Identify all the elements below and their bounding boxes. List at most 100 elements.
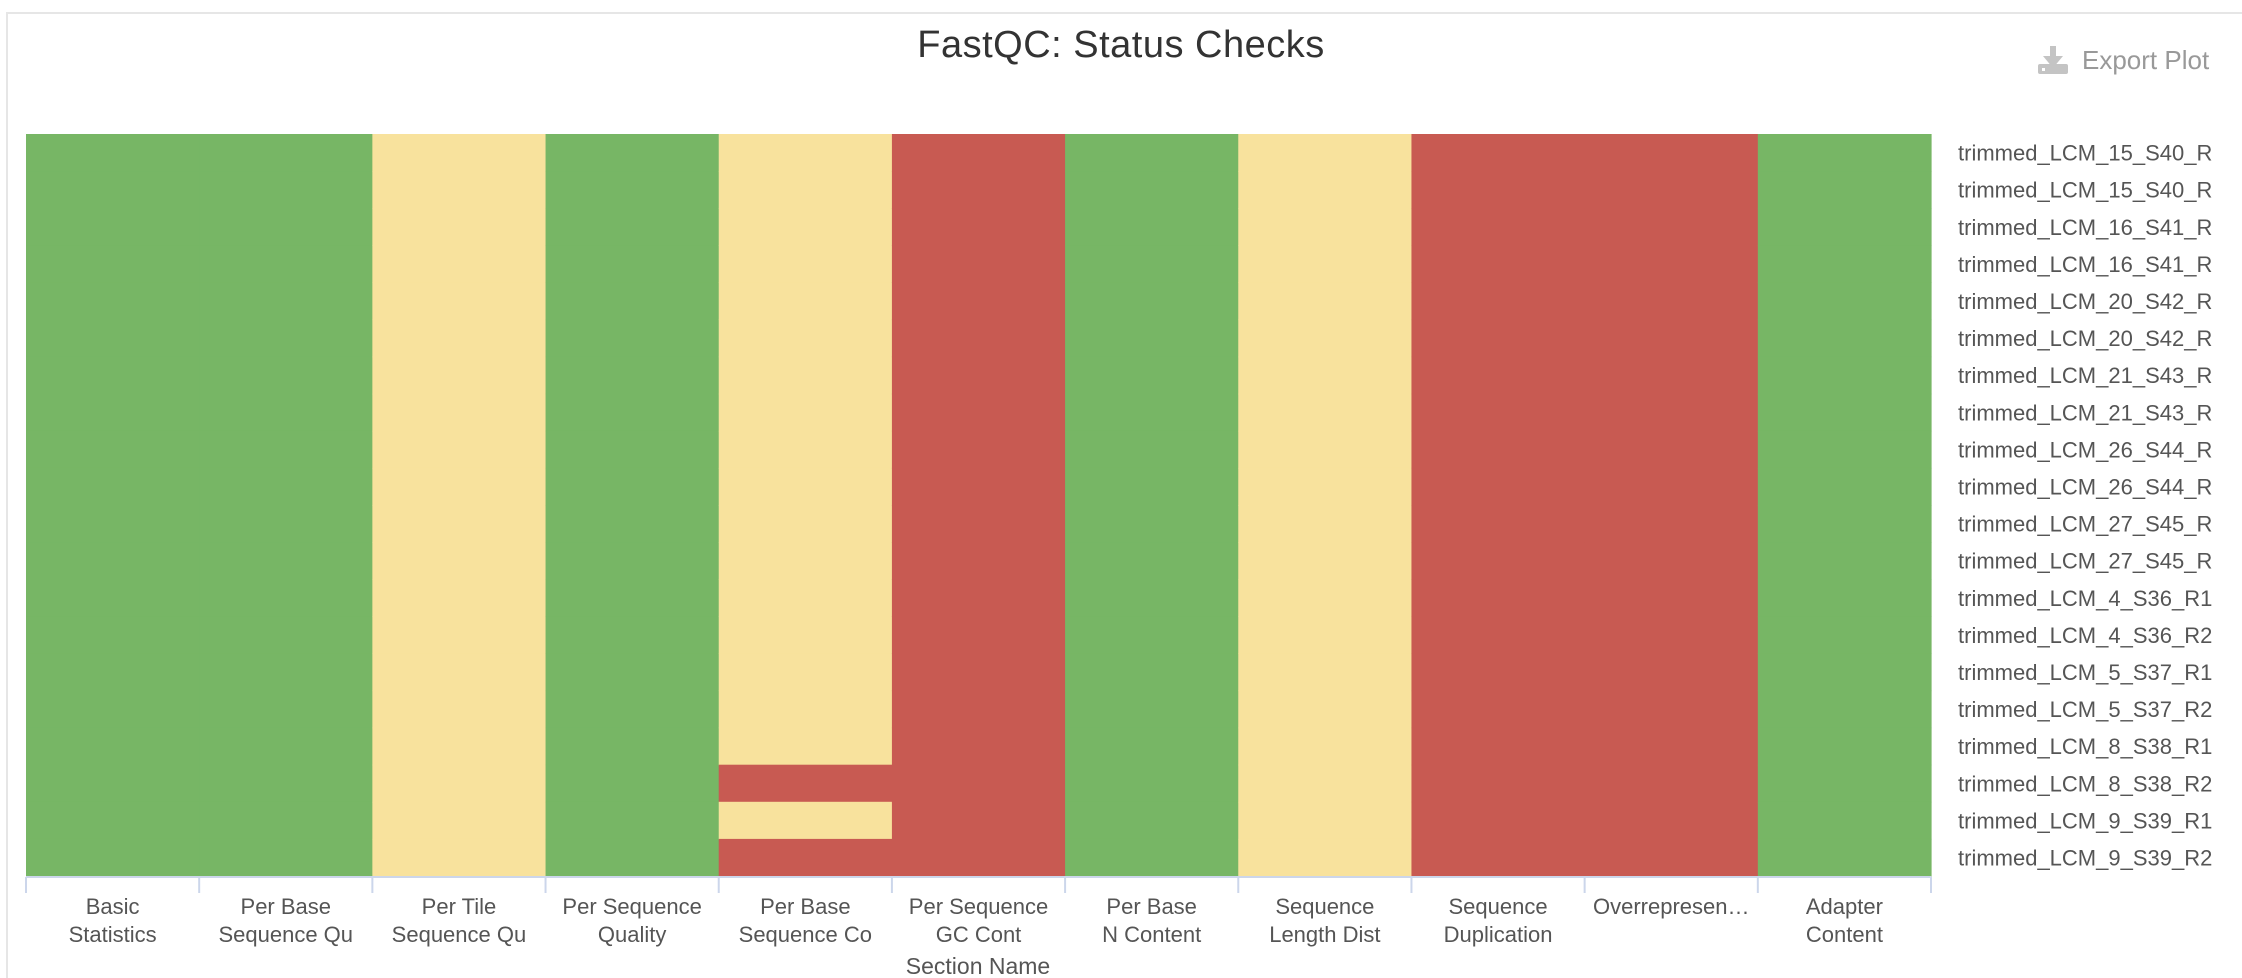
x-tick-label: Sequence Duplication	[1444, 894, 1553, 947]
heatmap-cell	[891, 542, 1066, 580]
heatmap-cell	[1757, 134, 1932, 172]
heatmap-cell	[1411, 505, 1586, 543]
heatmap-cell	[1238, 208, 1413, 246]
heatmap-cell	[545, 727, 720, 766]
heatmap-cell	[891, 245, 1066, 283]
heatmap-cell	[718, 356, 893, 395]
heatmap-cell	[372, 282, 547, 321]
heatmap-cell	[372, 393, 547, 432]
heatmap-cell	[1757, 467, 1932, 506]
heatmap-cell	[545, 542, 720, 580]
heatmap-cell	[1238, 430, 1413, 469]
heatmap-cell	[1584, 208, 1759, 246]
heatmap-cell	[1757, 690, 1932, 729]
heatmap-cell	[1757, 505, 1932, 543]
heatmap-cell	[1584, 542, 1759, 580]
heatmap-cell	[1411, 171, 1586, 209]
heatmap-cell	[1065, 208, 1239, 246]
heatmap-cell	[1238, 505, 1413, 543]
heatmap-cell	[1238, 134, 1413, 172]
heatmap-cell	[1238, 727, 1413, 766]
heatmap-cell	[1065, 801, 1239, 840]
heatmap-cell	[1065, 134, 1239, 172]
heatmap-cell	[199, 208, 373, 246]
heatmap-cell	[718, 319, 893, 358]
y-tick-label: trimmed_LCM_26_S44_R	[1958, 437, 2212, 462]
heatmap-cell	[372, 616, 547, 654]
heatmap-cell	[199, 282, 373, 321]
heatmap-cell	[1584, 690, 1759, 729]
heatmap-cell	[1411, 430, 1586, 469]
heatmap-cell	[1411, 208, 1586, 246]
y-tick-label: trimmed_LCM_21_S43_R	[1958, 363, 2212, 388]
heatmap-cell	[1065, 319, 1239, 358]
heatmap-cell	[891, 616, 1066, 654]
heatmap-cell	[1411, 319, 1586, 358]
export-plot-button[interactable]: Export Plot	[2036, 40, 2209, 80]
heatmap-cell	[545, 134, 720, 172]
heatmap-cell	[26, 430, 200, 469]
x-tick-label: Basic Statistics	[69, 894, 157, 947]
heatmap-cell	[1238, 245, 1413, 283]
heatmap-cell	[545, 356, 720, 395]
heatmap-cell	[1584, 616, 1759, 654]
y-tick-label: trimmed_LCM_9_S39_R1	[1958, 808, 2212, 833]
x-tick-label: Per Sequence GC Cont	[909, 894, 1048, 947]
heatmap-cell	[372, 319, 547, 358]
heatmap-cell	[372, 764, 547, 803]
heatmap-cell	[26, 171, 200, 209]
y-tick-label: trimmed_LCM_8_S38_R2	[1958, 771, 2212, 796]
heatmap-cell	[1411, 579, 1586, 617]
x-tick-label: Per Base Sequence Co	[739, 894, 872, 947]
heatmap-cell	[1065, 171, 1239, 209]
y-tick-label: trimmed_LCM_4_S36_R1	[1958, 586, 2212, 611]
heatmap-cell	[1238, 542, 1413, 580]
heatmap-cell	[545, 430, 720, 469]
heatmap-cell	[1411, 282, 1586, 321]
heatmap-cell	[545, 282, 720, 321]
heatmap-cell	[1238, 579, 1413, 617]
heatmap-cell	[1238, 616, 1413, 654]
download-icon	[2036, 44, 2070, 76]
heatmap-cell	[1065, 764, 1239, 803]
y-tick-label: trimmed_LCM_16_S41_R	[1958, 215, 2212, 240]
heatmap-cell	[1757, 764, 1932, 803]
heatmap-cell	[199, 838, 373, 877]
heatmap-cell	[26, 838, 200, 877]
heatmap-cell	[718, 653, 893, 692]
heatmap-cell	[199, 616, 373, 654]
heatmap-cell	[1584, 393, 1759, 432]
heatmap-cell	[1584, 319, 1759, 358]
heatmap-cell	[1757, 838, 1932, 877]
heatmap-cell	[891, 690, 1066, 729]
heatmap-cell	[199, 801, 373, 840]
heatmap-cell	[1065, 579, 1239, 617]
heatmap-cell	[545, 171, 720, 209]
heatmap-cell	[1238, 801, 1413, 840]
heatmap-cell	[1238, 282, 1413, 321]
heatmap-cell	[891, 430, 1066, 469]
heatmap-cell	[1757, 356, 1932, 395]
heatmap-cell	[545, 579, 720, 617]
heatmap-cell	[891, 467, 1066, 506]
heatmap-cell	[1238, 171, 1413, 209]
heatmap-cell	[1411, 690, 1586, 729]
heatmap-cell	[1584, 282, 1759, 321]
y-tick-label: trimmed_LCM_27_S45_R	[1958, 549, 2212, 574]
heatmap-cell	[1584, 764, 1759, 803]
heatmap-cell	[199, 245, 373, 283]
heatmap-cell	[891, 134, 1066, 172]
x-tick-label: Per Base Sequence Qu	[218, 894, 353, 947]
heatmap-cell	[718, 171, 893, 209]
heatmap-cell	[26, 764, 200, 803]
heatmap-cell	[1065, 430, 1239, 469]
y-tick-label: trimmed_LCM_20_S42_R	[1958, 326, 2212, 351]
heatmap-cell	[1757, 393, 1932, 432]
heatmap-cell	[26, 690, 200, 729]
heatmap-cell	[718, 616, 893, 654]
heatmap-cell	[718, 505, 893, 543]
heatmap-cell	[891, 171, 1066, 209]
heatmap-cell	[545, 838, 720, 877]
heatmap-cell	[372, 245, 547, 283]
